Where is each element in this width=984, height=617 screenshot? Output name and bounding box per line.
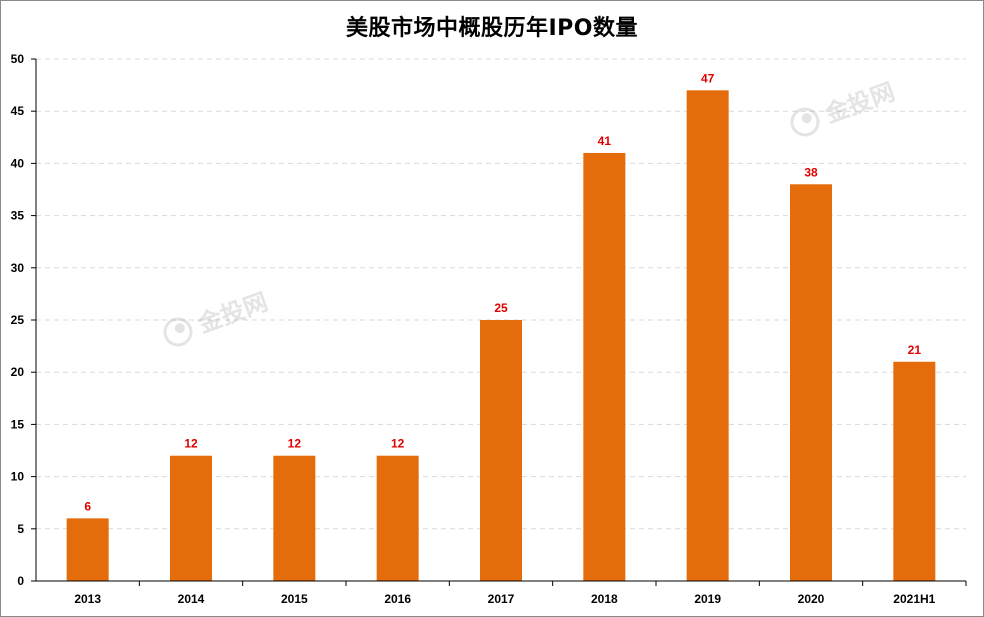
- y-axis: 0 5 10 15 20 25 30 35 40 45 50: [11, 52, 37, 588]
- data-labels: 6 12 12 12 25 41 47 38 21: [84, 71, 921, 513]
- y-tick-label: 40: [11, 156, 25, 170]
- bar-2021H1: [893, 361, 936, 581]
- watermark: 金投网: [163, 288, 271, 347]
- bar-2015: [273, 455, 316, 581]
- x-tick-label-2021H1: 2021H1: [893, 592, 935, 606]
- watermark-logo-dot: [174, 323, 185, 334]
- watermark-logo-icon: [790, 107, 820, 137]
- data-label-2021H1: 21: [908, 343, 922, 357]
- data-label-2015: 12: [288, 437, 302, 451]
- bar-2019: [686, 90, 729, 581]
- watermark-logo-icon: [163, 317, 193, 347]
- y-tick-label: 20: [11, 365, 25, 379]
- watermark: 金投网: [790, 78, 898, 137]
- x-tick-label-2019: 2019: [694, 592, 721, 606]
- data-label-2020: 38: [804, 165, 818, 179]
- bar-2017: [480, 320, 522, 581]
- bar-2013: [66, 518, 109, 581]
- bar-2016: [376, 455, 419, 581]
- data-label-2016: 12: [391, 437, 405, 451]
- x-tick-label-2016: 2016: [384, 592, 411, 606]
- y-tick-label: 10: [11, 470, 25, 484]
- watermark-logo-dot: [801, 113, 812, 124]
- bar-2014: [170, 455, 212, 581]
- chart-title: 美股市场中概股历年IPO数量: [345, 16, 638, 41]
- data-label-2017: 25: [494, 301, 508, 315]
- x-tick-label-2017: 2017: [488, 592, 515, 606]
- bar-2020: [790, 184, 832, 581]
- bars: [66, 90, 936, 581]
- x-axis: 2013 2014 2015 2016 2017 2018 2019 2020 2021H1: [36, 580, 967, 606]
- y-tick-label: 25: [11, 313, 25, 327]
- y-tick-label: 0: [17, 574, 24, 588]
- data-label-2013: 6: [84, 499, 91, 513]
- y-tick-label: 45: [11, 104, 25, 118]
- y-tick-label: 35: [11, 209, 25, 223]
- bar-2018: [583, 152, 626, 581]
- x-tick-label-2020: 2020: [798, 592, 825, 606]
- x-tick-label-2013: 2013: [74, 592, 101, 606]
- data-label-2014: 12: [184, 437, 198, 451]
- watermark-text: 金投网: [193, 288, 271, 339]
- y-tick-label: 30: [11, 261, 25, 275]
- data-label-2018: 41: [598, 134, 612, 148]
- y-tick-label: 15: [11, 417, 25, 431]
- x-tick-label-2018: 2018: [591, 592, 618, 606]
- y-tick-label: 50: [11, 52, 25, 66]
- x-tick-label-2015: 2015: [281, 592, 308, 606]
- data-label-2019: 47: [701, 71, 715, 85]
- watermark-text: 金投网: [820, 78, 898, 129]
- y-tick-label: 5: [17, 522, 24, 536]
- x-tick-label-2014: 2014: [178, 592, 205, 606]
